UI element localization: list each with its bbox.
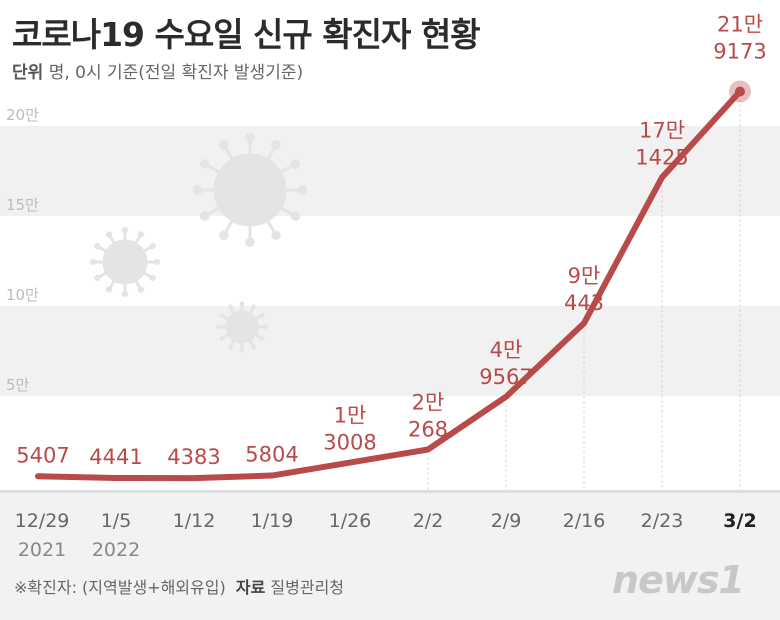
x-tick-label: 2/23 (641, 510, 684, 532)
grid-band (0, 306, 780, 396)
footnote: ※확진자: (지역발생+해외유입) 자료 질병관리청 (14, 574, 344, 598)
footer-area (0, 490, 780, 620)
data-label: 268 (408, 418, 448, 442)
virus-icon (89, 226, 161, 298)
data-label: 1425 (635, 145, 688, 169)
data-label: 9567 (479, 365, 532, 389)
x-tick-label: 12/29 (15, 510, 70, 532)
x-tick-label: 3/2 (723, 510, 756, 532)
y-tick-label: 10만 (6, 286, 39, 304)
data-label: 9만 (568, 264, 601, 288)
x-tick-label: 1/12 (173, 510, 216, 532)
news1-logo: news1 (612, 558, 745, 602)
x-tick-label: 2/2 (413, 510, 444, 532)
year-label: 2022 (92, 539, 140, 561)
y-tick-label: 20만 (6, 106, 39, 124)
chart-subtitle: 단위 명, 0시 기준(전일 확진자 발생기준) (12, 58, 303, 83)
source-text: 질병관리청 (270, 578, 345, 597)
x-tick-label: 2/16 (563, 510, 606, 532)
x-tick-label: 1/26 (329, 510, 372, 532)
unit-text: 명, 0시 기준(전일 확진자 발생기준) (48, 63, 304, 83)
data-label: 4만 (490, 338, 523, 362)
data-label: 17만 (639, 118, 685, 142)
year-label: 2021 (18, 539, 66, 561)
virus-icon (216, 301, 268, 353)
source-label: 자료 (235, 578, 266, 597)
chart-title: 코로나19 수요일 신규 확진자 현황 (12, 15, 481, 54)
x-tick-label: 2/9 (491, 510, 522, 532)
y-tick-label: 15만 (6, 196, 39, 214)
data-point (735, 86, 745, 97)
series-line (35, 88, 743, 482)
data-label: 1만 (334, 404, 367, 428)
x-tick-label: 1/19 (251, 510, 294, 532)
data-label: 5407 (16, 443, 69, 467)
data-label: 4441 (89, 445, 142, 469)
data-label: 4383 (167, 445, 220, 469)
unit-label: 단위 (12, 63, 44, 83)
y-tick-label: 5만 (6, 376, 30, 394)
data-label: 443 (564, 291, 604, 315)
x-tick-label: 1/5 (101, 510, 132, 532)
data-label: 3008 (323, 431, 376, 455)
data-label: 9173 (713, 39, 766, 63)
data-label: 5804 (245, 443, 298, 467)
data-label: 21만 (717, 12, 763, 36)
virus-icon (192, 132, 308, 248)
data-label: 2만 (412, 391, 445, 415)
note-text: ※확진자: (지역발생+해외유입) (14, 578, 226, 597)
